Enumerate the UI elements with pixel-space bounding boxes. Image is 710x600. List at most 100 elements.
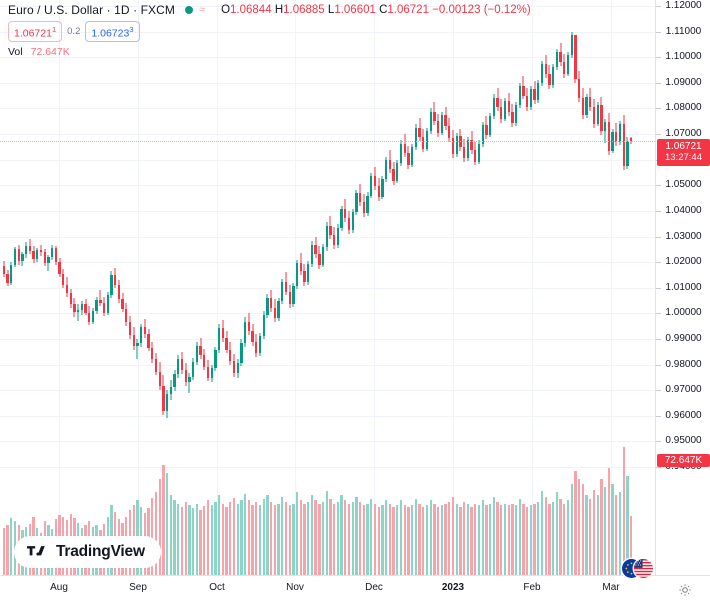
volume-bar — [422, 506, 425, 575]
volume-bar — [158, 479, 161, 575]
candle-body — [366, 195, 369, 214]
symbol-flags — [622, 559, 653, 578]
candlestick — [43, 0, 46, 575]
candlestick — [69, 0, 72, 575]
current-price-badge[interactable]: 1.06721 13:27:44 — [657, 139, 710, 166]
candlestick — [217, 0, 221, 575]
candlestick — [288, 0, 291, 575]
volume-value-badge[interactable]: 72.647K — [657, 453, 710, 467]
candle-body — [455, 136, 458, 155]
grid-line-vertical — [59, 0, 60, 575]
volume-bar — [462, 501, 466, 575]
approx-icon[interactable]: ≈ — [199, 3, 206, 16]
candlestick — [436, 0, 440, 575]
candle-body — [310, 244, 314, 265]
candle-body — [147, 334, 150, 348]
candlestick — [221, 0, 224, 575]
symbol-title[interactable]: Euro / U.S. Dollar · 1D · FXCM — [8, 3, 176, 17]
candlestick — [373, 0, 377, 575]
indicator-value-pill-right[interactable]: 1.067233 — [85, 20, 140, 43]
candle-body — [585, 96, 588, 115]
candlestick — [537, 0, 540, 575]
candle-body — [359, 192, 362, 202]
volume-bar — [563, 503, 566, 575]
volume-bar — [173, 500, 176, 575]
volume-bar — [544, 497, 547, 575]
candlestick — [581, 0, 585, 575]
candlestick — [396, 0, 399, 575]
volume-bar — [600, 479, 603, 575]
volume-bar — [485, 505, 488, 575]
time-axis-tick: Sep — [129, 582, 147, 593]
volume-bar — [177, 503, 180, 575]
volume-bar — [537, 501, 540, 575]
volume-label[interactable]: Vol — [8, 46, 23, 58]
candlestick — [154, 0, 158, 575]
candle-body — [277, 301, 280, 318]
candlestick — [255, 0, 258, 575]
candlestick — [455, 0, 458, 575]
candlestick — [615, 0, 618, 575]
candle-body — [485, 125, 488, 135]
candle-body — [117, 284, 121, 300]
tradingview-logo-badge[interactable]: TradingView — [14, 536, 161, 568]
price-axis-tick-mark — [656, 364, 661, 366]
grid-line-horizontal — [0, 108, 655, 110]
candle-body — [28, 246, 31, 252]
volume-bar — [336, 501, 340, 575]
grid-line-horizontal — [0, 134, 655, 136]
candle-body — [622, 123, 625, 167]
candle-body — [80, 303, 83, 311]
candlestick — [366, 0, 369, 575]
volume-bar — [433, 503, 436, 575]
volume-bar — [444, 503, 447, 575]
volume-bar — [622, 446, 625, 575]
volume-bar — [514, 505, 518, 575]
volume-bar — [262, 498, 265, 575]
candlestick — [188, 0, 191, 575]
indicator-value-pill-left[interactable]: 1.067211 — [8, 20, 63, 43]
volume-bar — [184, 501, 187, 575]
candlestick — [251, 0, 254, 575]
price-axis[interactable]: 1.12000 1.11000 1.10000 1.09000 1.08000 1.070… — [655, 0, 710, 575]
volume-bar — [451, 497, 455, 575]
volume-bar — [169, 495, 173, 575]
volume-bar — [221, 503, 224, 575]
candlestick — [492, 0, 495, 575]
volume-bar — [299, 500, 302, 575]
volume-bar — [314, 500, 317, 575]
candle-body — [217, 328, 221, 350]
candlestick — [533, 0, 536, 575]
volume-bar — [414, 498, 417, 575]
candlestick — [151, 0, 154, 575]
volume-bar — [529, 505, 533, 575]
candlestick — [385, 0, 388, 575]
candle-body — [548, 73, 551, 86]
candlestick — [362, 0, 366, 575]
candlestick — [318, 0, 321, 575]
candle-body — [414, 127, 417, 147]
volume-bar — [607, 467, 611, 575]
volume-bar — [385, 500, 388, 575]
chart-legend: Euro / U.S. Dollar · 1D · FXCM ≈ O1.0684… — [8, 2, 531, 60]
candlestick — [321, 0, 325, 575]
candlestick — [229, 0, 232, 575]
ohlc-open-label: O — [221, 4, 231, 16]
series-visible-dot-icon[interactable] — [185, 6, 194, 14]
chart-plot-area[interactable] — [0, 0, 655, 575]
candlestick — [277, 0, 280, 575]
candle-body — [496, 97, 499, 108]
candle-body — [511, 111, 514, 124]
candlestick — [203, 0, 206, 575]
candlestick — [407, 0, 410, 575]
candlestick — [210, 0, 213, 575]
candle-body — [195, 346, 198, 362]
us-flag-icon — [634, 559, 653, 578]
gear-icon[interactable] — [678, 583, 692, 597]
candlestick — [195, 0, 198, 575]
candle-body — [466, 140, 469, 159]
volume-bar — [199, 510, 202, 575]
time-axis[interactable]: Aug Sep Oct Nov Dec 2023 Feb Mar — [0, 575, 710, 600]
candle-body — [262, 314, 265, 336]
volume-bar — [403, 505, 406, 575]
